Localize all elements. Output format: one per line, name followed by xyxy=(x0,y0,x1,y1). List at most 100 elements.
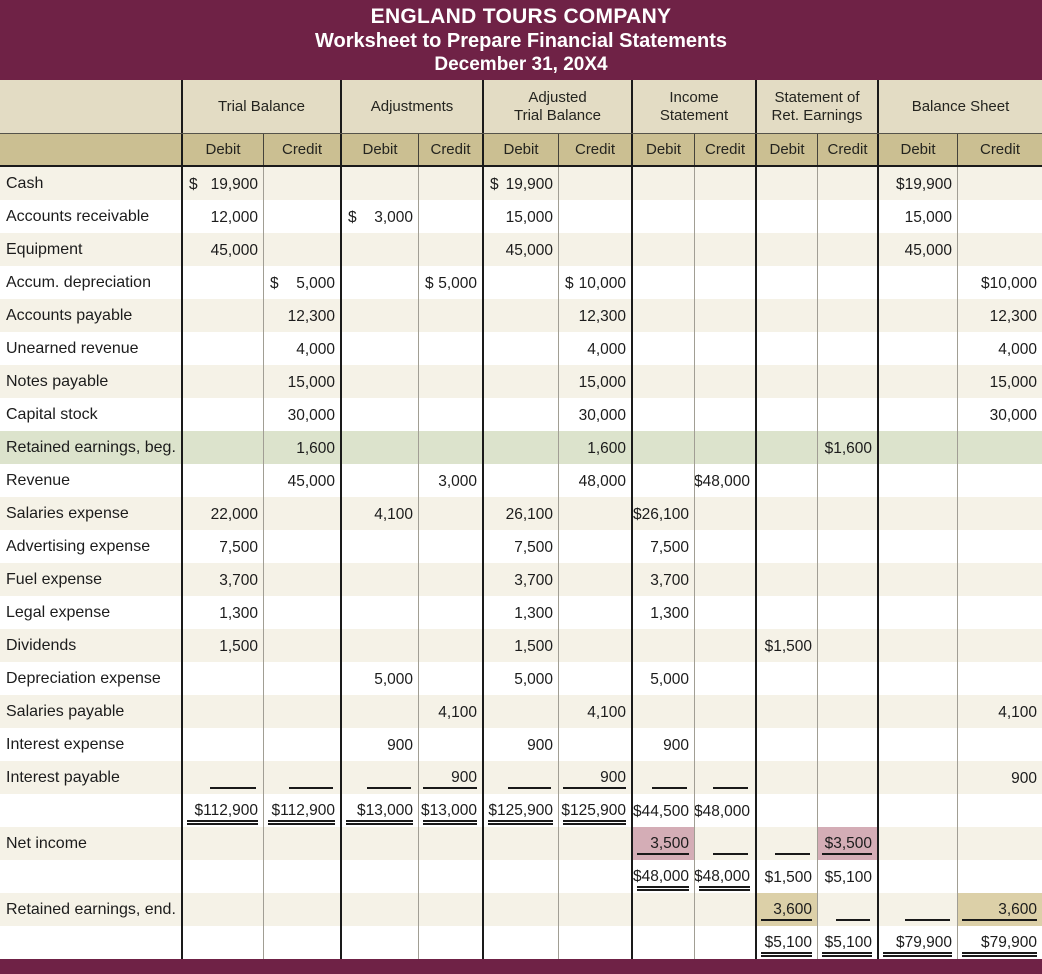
amount-value: 45,000 xyxy=(268,470,335,491)
bs-debit-cell xyxy=(879,728,958,761)
bs-debit-cell xyxy=(879,266,958,299)
atb-debit-cell xyxy=(484,431,559,464)
atb-debit-cell: 7,500 xyxy=(484,530,559,563)
group-header-trial-balance: Trial Balance xyxy=(183,80,342,133)
row-unearned-revenue: Unearned revenue 4,000 4,000 4,000 xyxy=(0,332,1042,365)
amount-value: $10,000 xyxy=(962,272,1037,293)
bs-credit-cell xyxy=(958,200,1042,233)
amount-value: 4,100 xyxy=(423,701,477,722)
amount-value: 26,100 xyxy=(488,503,553,524)
amount-value: $13,000 xyxy=(346,797,413,825)
sre-debit-cell xyxy=(757,299,818,332)
is-debit-cell xyxy=(633,365,695,398)
amount-value: $125,900 xyxy=(561,797,626,825)
atb-debit-cell: 5,000 xyxy=(484,662,559,695)
group-header-line: Adjustments xyxy=(370,97,454,115)
sre-debit-cell: 3,600 xyxy=(757,893,818,926)
adj-credit-cell xyxy=(419,497,484,530)
sre-credit-cell xyxy=(818,497,879,530)
tb-credit-cell: 30,000 xyxy=(264,398,342,431)
amount-text: 3,700 xyxy=(219,572,258,589)
is-credit-cell xyxy=(695,167,757,200)
bs-debit-cell xyxy=(879,794,958,827)
adj-debit-cell: $13,000 xyxy=(342,794,419,827)
row-cash: Cash $19,900 $19,900 $19,900 xyxy=(0,167,1042,200)
amount-value: $112,900 xyxy=(268,797,335,825)
amount-text: 19,900 xyxy=(210,176,258,193)
amount-value: $48,000 xyxy=(633,863,689,891)
amount-text: $48,000 xyxy=(695,473,750,490)
amount-text: 7,500 xyxy=(650,539,689,556)
group-header-line: Trial Balance xyxy=(514,106,601,124)
adj-credit-cell xyxy=(419,563,484,596)
atb-debit-cell xyxy=(484,827,559,860)
bs-debit-cell: 15,000 xyxy=(879,200,958,233)
tb-credit-cell xyxy=(264,761,342,794)
sre-debit-cell xyxy=(757,794,818,827)
amount-value: 4,000 xyxy=(563,338,626,359)
is-debit-header: Debit xyxy=(633,134,695,165)
amount-value: 1,600 xyxy=(268,437,335,458)
bs-credit-cell xyxy=(958,629,1042,662)
amount-value: $5,100 xyxy=(822,929,872,957)
amount-text: 5,000 xyxy=(438,275,477,292)
atb-credit-cell xyxy=(559,167,633,200)
amount-value: 1,600 xyxy=(563,437,626,458)
amount-text: 4,100 xyxy=(438,704,477,721)
group-header-line: Statement of xyxy=(774,88,860,106)
bs-credit-cell: 30,000 xyxy=(958,398,1042,431)
amount-value: 12,300 xyxy=(962,305,1037,326)
table-body: Cash $19,900 $19,900 $19,900 Accounts receiv… xyxy=(0,167,1042,959)
row-equipment: Equipment 45,000 45,000 45,000 xyxy=(0,233,1042,266)
amount-text: 7,500 xyxy=(514,539,553,556)
atb-credit-cell xyxy=(559,860,633,893)
amount-value: $5,100 xyxy=(822,866,872,887)
sre-debit-header: Debit xyxy=(757,134,818,165)
total-rule xyxy=(209,766,256,789)
amount-text: $48,000 xyxy=(633,867,689,885)
amount-text: 3,700 xyxy=(514,572,553,589)
tb-credit-cell xyxy=(264,893,342,926)
adj-debit-cell xyxy=(342,365,419,398)
atb-credit-cell: 900 xyxy=(559,761,633,794)
amount-text: 1,500 xyxy=(514,638,553,655)
account-label: Dividends xyxy=(0,629,183,662)
adj-debit-cell xyxy=(342,464,419,497)
amount-value: 1,300 xyxy=(488,602,553,623)
is-debit-cell xyxy=(633,299,695,332)
title-block: ENGLAND TOURS COMPANY Worksheet to Prepa… xyxy=(0,0,1042,80)
amount-value: $3,000 xyxy=(346,206,413,227)
worksheet-title: Worksheet to Prepare Financial Statement… xyxy=(315,29,727,52)
amount-text: 12,300 xyxy=(287,308,335,325)
amount-value: 48,000 xyxy=(563,470,626,491)
sre-credit-cell xyxy=(818,893,879,926)
corner-spacer xyxy=(0,80,183,133)
tb-credit-cell: 12,300 xyxy=(264,299,342,332)
amount-value: 900 xyxy=(563,766,626,789)
sre-debit-cell: $1,500 xyxy=(757,629,818,662)
atb-debit-cell: 900 xyxy=(484,728,559,761)
atb-credit-cell xyxy=(559,233,633,266)
is-credit-cell xyxy=(695,266,757,299)
account-label xyxy=(0,794,183,827)
amount-value: 3,600 xyxy=(761,898,812,921)
atb-credit-cell xyxy=(559,662,633,695)
sre-debit-cell xyxy=(757,464,818,497)
atb-credit-cell xyxy=(559,563,633,596)
amount-text: 900 xyxy=(387,737,413,754)
is-credit-cell xyxy=(695,662,757,695)
amount-text: $79,900 xyxy=(980,933,1037,951)
bs-credit-cell: 3,600 xyxy=(958,893,1042,926)
tb-debit-cell: 3,700 xyxy=(183,563,264,596)
amount-value: 22,000 xyxy=(187,503,258,524)
amount-text: 3,600 xyxy=(998,901,1037,918)
total-rule xyxy=(713,766,748,789)
tb-debit-cell xyxy=(183,464,264,497)
tb-credit-cell: 4,000 xyxy=(264,332,342,365)
is-credit-cell xyxy=(695,332,757,365)
tb-debit-cell xyxy=(183,695,264,728)
amount-text: 4,000 xyxy=(296,341,335,358)
atb-debit-cell: 1,300 xyxy=(484,596,559,629)
sre-debit-cell xyxy=(757,398,818,431)
amount-text: 45,000 xyxy=(210,242,258,259)
